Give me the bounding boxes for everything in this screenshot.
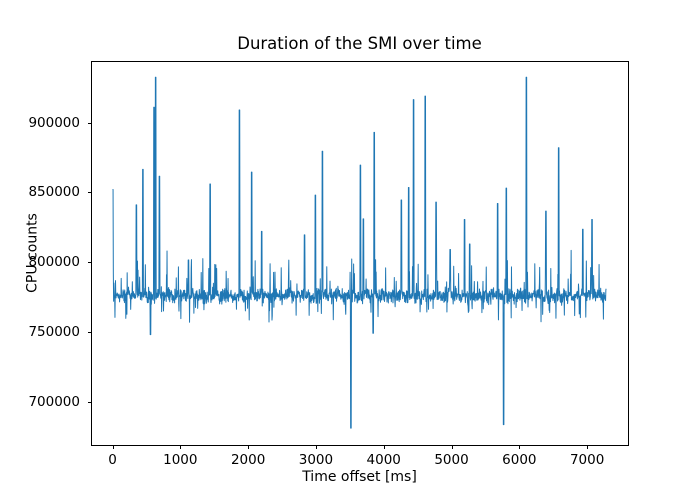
y-axis-label: CPU counts [24,213,41,293]
y-tick-label: 850000 [28,184,80,201]
x-tick-label: 1000 [163,452,198,468]
x-tick-label: 3000 [298,452,334,468]
x-tick-label: 4000 [366,452,401,468]
x-tick-label: 2000 [230,452,266,468]
x-tick-label: 0 [108,452,117,468]
x-axis-label: Time offset [ms] [302,469,417,485]
x-tick-label: 6000 [502,452,537,468]
chart-title: Duration of the SMI over time [237,34,482,53]
y-tick-label: 700000 [28,393,80,410]
x-tick-label: 5000 [434,452,469,468]
y-tick-label: 750000 [28,323,80,340]
y-tick-label: 800000 [28,254,80,271]
x-tick-label: 7000 [569,452,605,468]
y-tick-label: 900000 [28,114,80,131]
